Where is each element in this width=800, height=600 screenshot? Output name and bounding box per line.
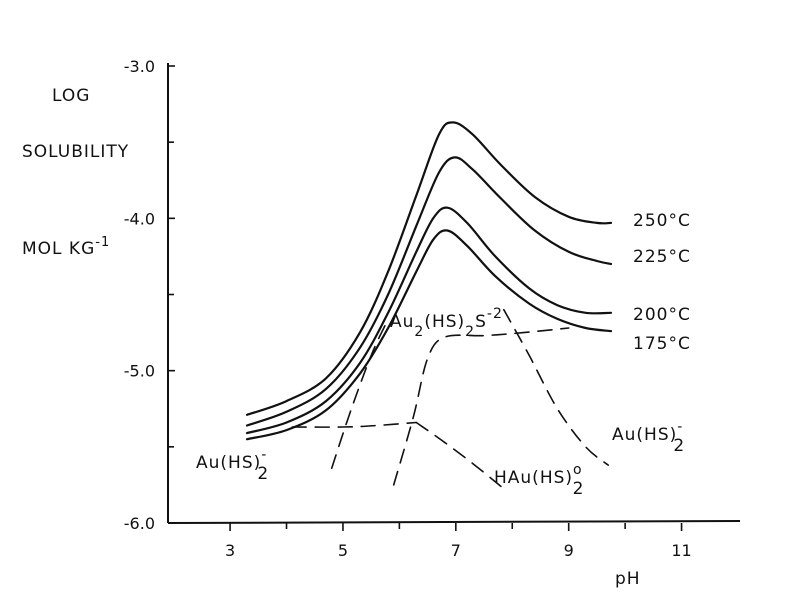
series-line-200C — [245, 206, 613, 435]
species-label-part: Au — [390, 312, 414, 332]
species-label-part: -2 — [487, 306, 503, 322]
y-label-unit-exponent: -1 — [95, 235, 110, 250]
series-line-250C — [245, 121, 613, 416]
species-label-part: 2 — [573, 479, 585, 499]
species-label-part: Au(HS) — [196, 453, 261, 473]
species-label: HAu(HS)o 2 — [494, 462, 584, 499]
species-label-part: 2 — [673, 436, 685, 456]
species-dashed-line-4 — [291, 421, 418, 428]
species-label-part: 2 — [414, 324, 424, 340]
species-dashed-line-6 — [330, 324, 387, 469]
x-axis-label: pH — [615, 569, 641, 589]
series-layer — [245, 121, 613, 488]
species-label-part: S — [475, 312, 487, 332]
labels-layer: 250°C225°C200°C175°CAu(HS)-2Au(HS)-2HAu(… — [196, 211, 691, 499]
species-dashed-line-7 — [392, 327, 570, 486]
y-label-line-2: SOLUBILITY — [22, 142, 129, 162]
species-label: Au2(HS)2S-2 — [390, 306, 503, 340]
species-label-part: 2 — [257, 464, 269, 484]
y-label-line-1: LOG — [52, 86, 90, 106]
species-label-part: Au(HS) — [612, 425, 677, 445]
species-label: Au(HS)-2 — [612, 419, 685, 456]
axis-ticks: 3 5 7 9 11 -3.0 -4.0 -5.0 -6.0 — [124, 57, 692, 560]
species-label-part: HAu(HS) — [494, 468, 573, 488]
curve-label: 225°C — [633, 247, 691, 267]
species-label-part: - — [677, 419, 683, 435]
curve-label: 200°C — [633, 305, 691, 325]
x-tick-label: 11 — [671, 541, 691, 560]
y-tick-label: -3.0 — [124, 57, 155, 76]
species-label-part: 2 — [465, 324, 475, 340]
x-axis-line — [167, 520, 741, 524]
y-tick-label: -4.0 — [124, 209, 155, 228]
x-tick-label: 5 — [338, 541, 348, 560]
species-label-part: o — [573, 462, 583, 478]
curve-label: 175°C — [633, 334, 691, 354]
x-tick-label: 7 — [451, 541, 461, 560]
y-label-line-3: MOL KG-1 — [22, 235, 110, 259]
species-dashed-line-8 — [503, 308, 609, 466]
species-label-part: (HS) — [424, 312, 465, 332]
curve-label: 250°C — [633, 211, 691, 231]
series-line-175C — [245, 229, 613, 441]
y-label-unit: MOL KG — [22, 239, 95, 259]
species-label-part: - — [261, 447, 267, 463]
y-tick-label: -6.0 — [124, 514, 155, 533]
species-dashed-line-5 — [415, 421, 502, 488]
x-tick-label: 9 — [564, 541, 574, 560]
y-axis-label: LOG SOLUBILITY MOL KG-1 — [22, 86, 129, 259]
x-tick-label: 3 — [225, 541, 235, 560]
species-label: Au(HS)-2 — [196, 447, 269, 484]
y-tick-label: -5.0 — [124, 362, 155, 381]
series-line-225C — [245, 156, 613, 427]
